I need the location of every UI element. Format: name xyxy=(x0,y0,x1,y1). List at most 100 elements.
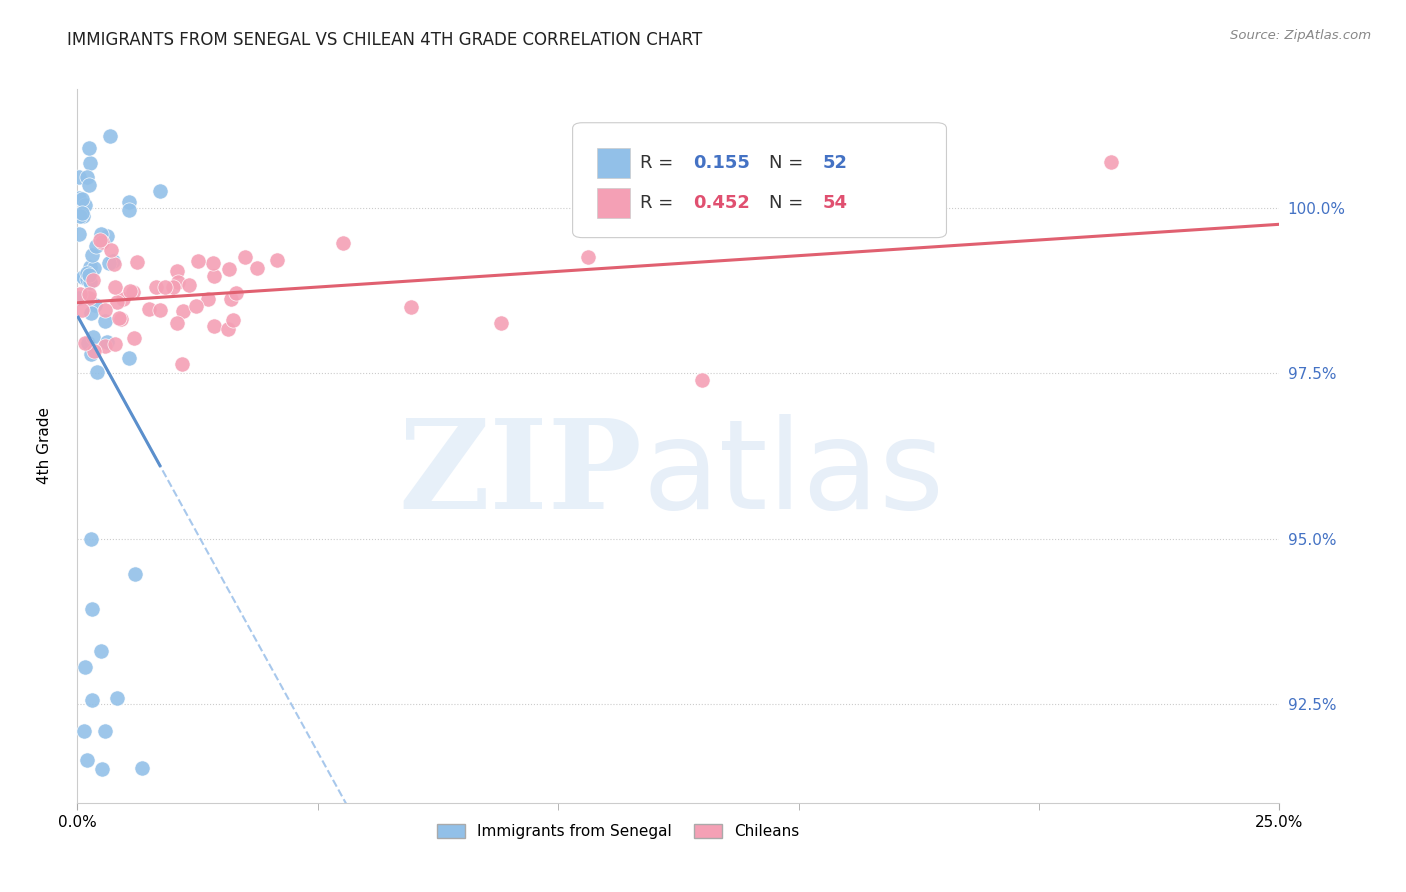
Point xyxy=(162,280,184,294)
Point xyxy=(84,239,107,253)
Point xyxy=(98,256,121,270)
Point xyxy=(202,269,225,284)
Text: 52: 52 xyxy=(823,153,848,171)
Point xyxy=(80,248,103,262)
Point xyxy=(332,236,354,251)
Point xyxy=(69,287,91,301)
Point xyxy=(489,316,512,330)
Text: R =: R = xyxy=(640,194,679,212)
Point xyxy=(118,194,141,209)
Point xyxy=(80,347,103,361)
FancyBboxPatch shape xyxy=(596,188,630,219)
FancyBboxPatch shape xyxy=(572,123,946,237)
Point xyxy=(76,170,98,185)
Point xyxy=(70,205,93,219)
Point xyxy=(111,292,134,306)
Point xyxy=(75,660,97,674)
Point xyxy=(73,723,96,738)
Point xyxy=(67,169,90,184)
Point xyxy=(266,252,288,267)
Point xyxy=(172,303,194,318)
Point xyxy=(1099,154,1122,169)
Point xyxy=(138,302,160,317)
FancyBboxPatch shape xyxy=(596,148,630,178)
Point xyxy=(83,298,105,312)
Point xyxy=(94,723,117,738)
Point xyxy=(83,343,105,358)
Text: 54: 54 xyxy=(823,194,848,212)
Point xyxy=(222,313,245,327)
Point xyxy=(692,373,714,387)
Point xyxy=(118,351,141,365)
Point xyxy=(77,268,100,282)
Point xyxy=(76,266,98,280)
Point xyxy=(82,330,104,344)
Point xyxy=(96,229,118,244)
Text: 4th Grade: 4th Grade xyxy=(38,408,52,484)
Point xyxy=(86,365,108,379)
Point xyxy=(67,191,90,205)
Point xyxy=(94,314,117,328)
Text: N =: N = xyxy=(769,153,808,171)
Point xyxy=(90,227,112,242)
Text: ZIP: ZIP xyxy=(398,414,643,535)
Point xyxy=(72,269,94,284)
Point xyxy=(100,243,122,257)
Point xyxy=(104,337,127,351)
Point xyxy=(67,291,90,305)
Point xyxy=(578,250,600,264)
Text: atlas: atlas xyxy=(643,414,945,535)
Point xyxy=(124,331,146,345)
Point xyxy=(69,209,91,223)
Point xyxy=(73,270,96,285)
Point xyxy=(82,693,104,707)
Point xyxy=(77,141,100,155)
Text: R =: R = xyxy=(640,153,679,171)
Point xyxy=(70,303,93,318)
Point xyxy=(233,250,256,264)
Point xyxy=(72,192,94,206)
Point xyxy=(225,285,247,300)
Point xyxy=(93,303,115,318)
Point xyxy=(89,644,111,658)
Point xyxy=(105,690,128,705)
Legend: Immigrants from Senegal, Chileans: Immigrants from Senegal, Chileans xyxy=(432,818,806,845)
Point xyxy=(80,306,103,320)
Point xyxy=(149,302,172,317)
Point xyxy=(79,178,101,193)
Point xyxy=(125,255,148,269)
Point xyxy=(83,260,105,275)
Point xyxy=(219,293,242,307)
Text: Source: ZipAtlas.com: Source: ZipAtlas.com xyxy=(1230,29,1371,42)
Point xyxy=(101,254,124,268)
Point xyxy=(201,256,224,270)
Point xyxy=(110,311,132,326)
Point xyxy=(217,322,239,336)
Point xyxy=(104,279,127,293)
Point xyxy=(76,272,98,286)
Text: 0.452: 0.452 xyxy=(693,194,749,212)
Point xyxy=(90,762,112,776)
Point xyxy=(117,203,139,218)
Point xyxy=(145,279,167,293)
Point xyxy=(79,156,101,170)
Point xyxy=(122,285,145,299)
Point xyxy=(77,291,100,305)
Point xyxy=(246,261,269,276)
Point xyxy=(177,277,200,292)
Point xyxy=(105,295,128,310)
Point xyxy=(187,253,209,268)
Point xyxy=(172,357,194,371)
Point xyxy=(107,310,129,325)
Point xyxy=(82,601,104,615)
Point xyxy=(79,532,101,546)
Point xyxy=(96,334,118,349)
Point xyxy=(103,257,125,271)
Point xyxy=(399,300,422,314)
Point xyxy=(186,299,208,313)
Point xyxy=(153,280,176,294)
Point xyxy=(79,260,101,274)
Point xyxy=(90,235,112,250)
Point xyxy=(76,335,98,350)
Point xyxy=(98,128,121,143)
